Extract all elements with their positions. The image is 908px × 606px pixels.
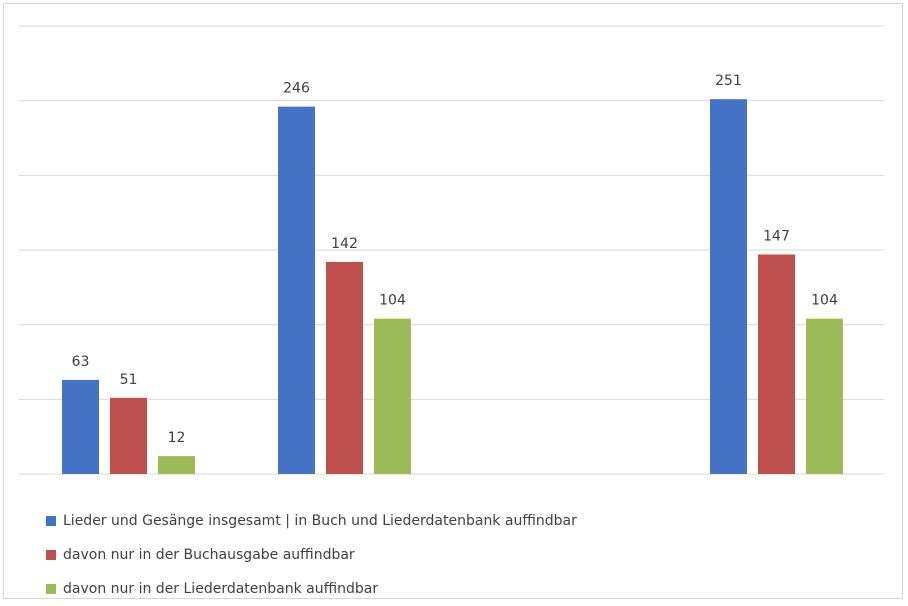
legend-label-book: davon nur in der Buchausgabe auffindbar: [63, 547, 355, 563]
data-label-series-2-group-3: 147: [763, 228, 790, 244]
legend-item-book: davon nur in der Buchausgabe auffindbar: [46, 538, 577, 572]
bar-series-1-group-3: [710, 99, 747, 474]
data-label-series-1-group-1: 63: [72, 354, 90, 370]
bar-chart: 63 246 251 51 142 147 12 104 104: [19, 25, 884, 475]
bar-series-1-group-2: [278, 106, 315, 474]
legend-item-database: davon nur in der Liederdatenbank auffind…: [46, 572, 577, 606]
data-labels: 63 246 251 51 142 147 12 104 104: [72, 73, 838, 446]
data-label-series-3-group-3: 104: [811, 293, 838, 309]
bar-series-3-group-1: [158, 456, 195, 474]
data-label-series-1-group-2: 246: [283, 81, 310, 97]
chart-frame: 63 246 251 51 142 147 12 104 104 Lieder und Gesä…: [3, 3, 903, 599]
data-label-series-3-group-1: 12: [168, 430, 186, 446]
legend-swatch-red: [46, 550, 56, 560]
legend-swatch-green: [46, 584, 56, 594]
data-label-series-1-group-3: 251: [715, 73, 742, 89]
bar-series-3-group-2: [374, 318, 411, 474]
bar-series-3-group-3: [806, 318, 843, 474]
bar-series-2-group-1: [110, 397, 147, 474]
bar-series-2-group-3: [758, 254, 795, 474]
legend-swatch-blue: [46, 516, 56, 526]
data-label-series-3-group-2: 104: [379, 293, 406, 309]
data-label-series-2-group-1: 51: [120, 372, 138, 388]
bar-series-2-group-2: [326, 261, 363, 474]
legend-item-total: Lieder und Gesänge insgesamt | in Buch u…: [46, 504, 577, 538]
data-label-series-2-group-2: 142: [331, 236, 358, 252]
bar-series-1-group-1: [62, 379, 99, 474]
legend-label-database: davon nur in der Liederdatenbank auffind…: [63, 581, 379, 597]
gridlines: [19, 25, 884, 475]
legend-label-total: Lieder und Gesänge insgesamt | in Buch u…: [63, 513, 577, 529]
legend: Lieder und Gesänge insgesamt | in Buch u…: [46, 504, 577, 606]
bars: [62, 99, 843, 474]
